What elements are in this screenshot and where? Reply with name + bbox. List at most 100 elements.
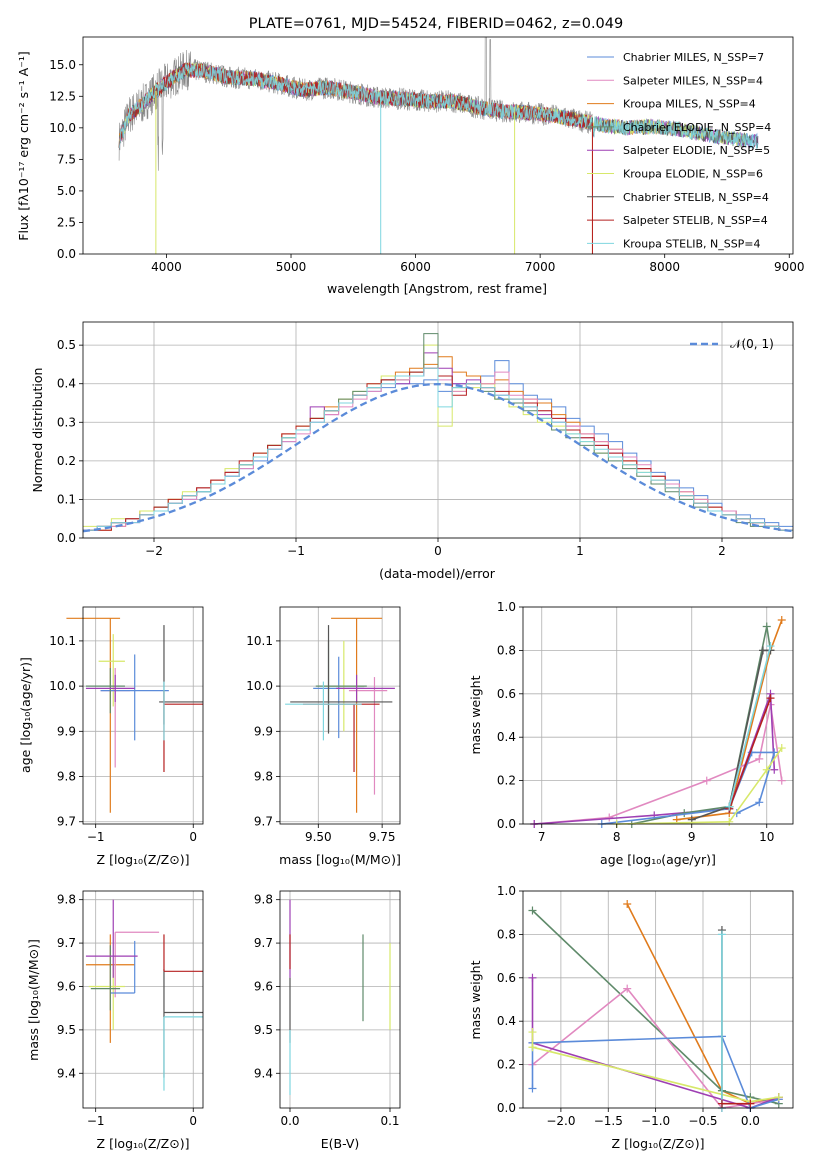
- x-tick-label: −1: [87, 830, 105, 844]
- y-tick-label: 0.0: [57, 247, 76, 261]
- x-tick-label: 7000: [525, 260, 556, 274]
- weight-line: [601, 751, 776, 825]
- weight-marker: [623, 900, 632, 909]
- histogram-xlabel: (data-model)/error: [379, 566, 496, 581]
- weight-series: [612, 744, 786, 828]
- weight-line: [691, 649, 771, 821]
- weight-marker: [725, 817, 734, 826]
- weight-marker: [777, 776, 786, 785]
- weight-line: [531, 909, 779, 1105]
- y-tick-label: 12.5: [49, 89, 76, 103]
- y-tick-label: 9.7: [57, 815, 76, 829]
- legend-label: Chabrier MILES, N_SSP=7: [623, 51, 764, 64]
- y-tick-label: 9.8: [57, 893, 76, 907]
- weight-marker: [759, 646, 767, 655]
- y-tick-label: 7.5: [57, 152, 76, 166]
- x-tick-label: 0: [189, 830, 197, 844]
- error-bar-point: [100, 654, 169, 741]
- y-tick-label: 9.6: [254, 979, 273, 993]
- weight-marker: [774, 1093, 783, 1102]
- mass-weight-vs-metallicity-panel: −2.0 −1.5 −1.0 −0.5 0.0 0.0 0.2 0.4 0.6 0.8 1.0 Z …: [468, 884, 794, 1151]
- x-tick-label: 5000: [276, 260, 307, 274]
- histogram-series: [83, 367, 793, 531]
- x-tick-label: −1: [287, 544, 305, 558]
- legend-label: Salpeter ELODIE, N_SSP=5: [623, 144, 770, 157]
- weight-marker: [702, 776, 711, 785]
- weight-marker: [746, 1099, 755, 1108]
- weight-marker: [766, 694, 775, 703]
- y-tick-label: 9.7: [254, 936, 273, 950]
- legend-label-normal: 𝒩(0, 1): [730, 337, 774, 351]
- mass-ebv-axes-frame: [279, 890, 401, 1109]
- error-bar-point: [85, 668, 125, 714]
- spectrum-axes-frame: [82, 36, 794, 255]
- weight-marker: [762, 765, 771, 774]
- x-tick-label: 0.1: [380, 1114, 399, 1128]
- weight-marker: [717, 1099, 726, 1108]
- mass-ebv-xlabel: E(B-V): [321, 1136, 360, 1151]
- error-bar-point: [336, 674, 395, 702]
- y-tick-label: 2.5: [57, 215, 76, 229]
- mass-z-ylabel: mass [log₁₀(M/M⊙)]: [26, 939, 41, 1061]
- legend-label: Salpeter STELIB, N_SSP=4: [623, 214, 768, 227]
- age-mass-axes-frame: [279, 606, 401, 825]
- weight-marker: [770, 748, 779, 757]
- legend-label: Kroupa MILES, N_SSP=4: [623, 98, 756, 111]
- y-tick-label: 0.2: [57, 454, 76, 468]
- weight-marker: [528, 973, 537, 982]
- x-tick-label: 1: [576, 544, 584, 558]
- y-tick-label: 0.0: [497, 817, 516, 831]
- x-tick-label: 4000: [151, 260, 182, 274]
- weight-series: [627, 622, 775, 828]
- spectrum-legend: Chabrier MILES, N_SSP=7 Salpeter MILES, N…: [587, 51, 771, 250]
- x-tick-label: 0: [189, 1114, 197, 1128]
- weight-marker: [717, 930, 726, 939]
- x-tick-label: −1: [87, 1114, 105, 1128]
- y-tick-label: 9.6: [57, 979, 76, 993]
- error-bar-point: [85, 899, 138, 978]
- weight-marker: [766, 642, 775, 651]
- weight-age-xlabel: age [log₁₀(age/yr)]: [600, 852, 716, 867]
- error-bar-point: [290, 625, 393, 734]
- error-bar-point: [85, 674, 135, 702]
- error-bar-point: [163, 1016, 203, 1091]
- y-tick-label: 10.0: [246, 679, 273, 693]
- x-tick-label: 2: [718, 544, 726, 558]
- error-bar-point: [348, 677, 388, 795]
- age-vs-metallicity-panel: −1 0 9.7 9.8 9.9 10.0 10.1 Z [log₁₀(Z/Z⊙)] age…: [18, 606, 204, 867]
- y-tick-label: 9.8: [254, 893, 273, 907]
- error-bar-point: [163, 969, 203, 1078]
- weight-marker: [623, 984, 632, 993]
- weight-series: [528, 906, 783, 1108]
- weight-series: [725, 694, 775, 813]
- residual-histogram-panel: −2 −1 0 1 2 0.0 0.1 0.2 0.3 0.4 0.5 (data-model)/e…: [30, 321, 794, 581]
- spectrum-panel: PLATE=0761, MJD=54524, FIBERID=0462, z=0…: [16, 16, 805, 296]
- weight-z-ylabel: mass weight: [468, 960, 483, 1039]
- error-bar-point: [163, 934, 203, 972]
- mass-z-xlabel: Z [log₁₀(Z/Z⊙)]: [97, 1136, 190, 1151]
- x-tick-label: 7: [538, 830, 546, 844]
- x-tick-label: 0: [434, 544, 442, 558]
- y-tick-label: 5.0: [57, 184, 76, 198]
- weight-series: [725, 642, 775, 811]
- y-tick-label: 9.7: [57, 936, 76, 950]
- normal-distribution-curve: [82, 382, 794, 533]
- y-tick-label: 0.8: [497, 643, 516, 657]
- age-z-xlabel: Z [log₁₀(Z/Z⊙)]: [97, 852, 190, 867]
- x-tick-label: −2.0: [546, 1114, 575, 1128]
- y-tick-label: 0.3: [57, 415, 76, 429]
- weight-marker: [777, 616, 786, 625]
- x-tick-label: −0.5: [688, 1114, 717, 1128]
- mass-weight-vs-age-panel: 7 8 9 10 0.0 0.2 0.4 0.6 0.8 1.0 age [log₁₀(age/y…: [468, 600, 794, 867]
- y-tick-label: 10.0: [49, 679, 76, 693]
- mass-vs-metallicity-panel: −1 0 9.4 9.5 9.6 9.7 9.8 Z [log₁₀(Z/Z⊙)] mass …: [26, 890, 204, 1151]
- weight-line: [728, 645, 772, 807]
- x-tick-label: 9.50: [305, 830, 332, 844]
- weight-z-axes-frame: [522, 890, 794, 1109]
- y-tick-label: 9.4: [57, 1066, 76, 1080]
- weight-line: [534, 693, 776, 825]
- y-tick-label: 9.5: [254, 1023, 273, 1037]
- x-tick-label: 9000: [774, 260, 805, 274]
- y-tick-label: 0.8: [497, 927, 516, 941]
- error-bar-point: [331, 617, 383, 813]
